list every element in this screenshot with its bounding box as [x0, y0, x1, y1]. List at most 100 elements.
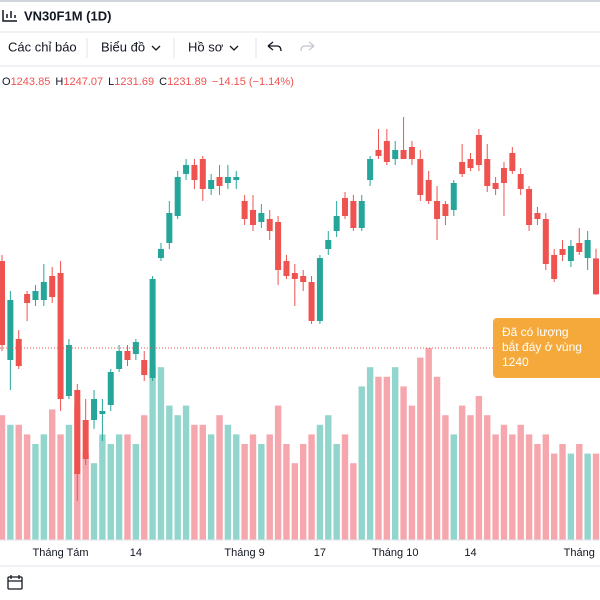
ohlc-legend: O1243.85 H1247.07 L1231.69 C1231.89 −14.…	[2, 76, 294, 88]
candle-body	[258, 213, 265, 222]
candle-body	[99, 411, 106, 414]
volume-bar	[65, 424, 73, 540]
candle-body	[442, 204, 449, 216]
candle-body	[408, 147, 415, 159]
candle-body	[57, 273, 64, 399]
candle-body	[316, 258, 323, 321]
volume-bar	[567, 453, 575, 540]
volume-bar	[333, 444, 340, 540]
volume-bar	[442, 415, 449, 540]
candle-body	[65, 345, 72, 396]
chart-button[interactable]: Biểu đồ	[101, 39, 145, 54]
candle-body	[425, 180, 432, 201]
volume-bar	[325, 415, 332, 540]
calendar-button[interactable]	[7, 575, 23, 590]
candle-body	[375, 150, 382, 156]
annotation-text: 1240	[502, 355, 529, 369]
candle-body	[157, 249, 164, 258]
volume-bar	[99, 434, 106, 540]
volume-bar	[383, 376, 391, 540]
volume-bar	[207, 434, 215, 540]
candle-body	[40, 282, 47, 300]
candle-body	[241, 201, 248, 219]
candle-body	[149, 279, 156, 378]
volume-bar	[23, 434, 31, 540]
volume-bar	[274, 405, 282, 540]
volume-bar	[425, 348, 432, 540]
x-tick-label: 14	[464, 547, 476, 559]
candle-body	[308, 282, 315, 321]
volume-bar	[492, 434, 499, 540]
volume-bar	[216, 415, 223, 540]
volume-bar	[458, 405, 466, 540]
annotation-box	[493, 318, 600, 378]
close-value: 1231.89	[167, 76, 207, 88]
candle-body	[166, 213, 173, 243]
candle-body	[475, 135, 482, 165]
volume-bar	[484, 415, 491, 540]
candle-body	[233, 177, 240, 180]
volume-bar	[509, 434, 516, 540]
x-tick-label: Tháng 9	[224, 547, 264, 559]
volume-bar	[224, 424, 232, 540]
candle-body	[32, 291, 39, 300]
candle-body	[450, 183, 457, 210]
candle-body	[199, 159, 206, 189]
symbol-title[interactable]: VN30F1M (1D)	[24, 8, 111, 23]
volume-bar	[157, 367, 165, 540]
candle-body	[576, 243, 583, 252]
volume-bar	[525, 434, 533, 540]
volume-bar	[592, 453, 600, 540]
volume-bar	[40, 434, 48, 540]
candle-body	[551, 255, 558, 279]
candle-body	[567, 246, 574, 261]
volume-bar	[124, 434, 131, 540]
candle-body	[216, 177, 223, 186]
volume-bar	[199, 424, 206, 540]
plot: Tháng Tám 14 Tháng 9 17 Tháng 10 14 Tháng Đã có…	[0, 117, 600, 559]
candle-body	[0, 261, 5, 345]
profile-button[interactable]: Hồ sơ	[188, 39, 224, 54]
volume-bar	[0, 415, 6, 540]
change-value: −14.15 (−1.14%)	[212, 76, 294, 88]
volume-bar	[408, 405, 416, 540]
volume-bar	[341, 434, 349, 540]
volume-bar	[316, 424, 324, 540]
candle-body	[191, 165, 198, 180]
x-tick-label: Tháng 10	[372, 547, 418, 559]
x-tick-label: 14	[130, 547, 142, 559]
volume-bar	[90, 463, 98, 540]
volume-bar	[467, 415, 474, 540]
volume-bar	[233, 434, 240, 540]
candle-body	[400, 150, 407, 159]
candle-body	[526, 189, 533, 225]
candle-body	[358, 201, 365, 228]
candle-body	[124, 351, 131, 360]
candle-body	[383, 141, 390, 162]
volume-bar	[149, 367, 156, 540]
open-label: O	[2, 76, 11, 88]
candle-body	[350, 201, 357, 228]
volume-bar	[258, 444, 265, 540]
volume-bar	[517, 424, 524, 540]
candle-body	[559, 249, 566, 255]
volume-bar	[174, 415, 181, 540]
volume-bar	[542, 434, 550, 540]
candle-body	[82, 420, 89, 459]
volume-bar	[15, 424, 22, 540]
candle-body	[509, 153, 516, 171]
candle-body	[367, 159, 374, 180]
undo-button[interactable]	[267, 41, 282, 52]
volume-bar	[132, 444, 140, 540]
redo-button[interactable]	[300, 41, 315, 52]
chevron[interactable]	[229, 45, 239, 51]
indicators-button[interactable]: Các chỉ báo	[8, 39, 77, 54]
volume-bar	[475, 396, 483, 540]
x-tick-label: Tháng Tám	[33, 547, 89, 559]
chevron[interactable]	[151, 45, 161, 51]
candle-body	[183, 165, 190, 174]
low-value: 1231.69	[114, 76, 154, 88]
candle-body	[584, 240, 591, 258]
